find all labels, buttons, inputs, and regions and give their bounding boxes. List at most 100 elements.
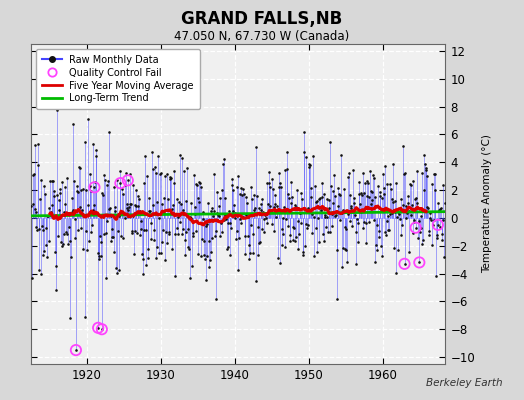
Point (140, 226, 149, 233)
Point (31, 224, 40, 230)
Point (235, 235, 243, 241)
Point (311, 183, 319, 189)
Point (414, 235, 422, 241)
Point (64, 241, 72, 248)
Point (296, 210, 304, 216)
Point (158, 238, 166, 245)
Point (145, 195, 154, 201)
Point (114, 213, 123, 219)
Point (127, 201, 135, 207)
Point (135, 196, 143, 202)
Point (188, 262, 196, 269)
Point (389, 199, 397, 205)
Point (408, 230, 417, 237)
Point (125, 171, 134, 177)
Point (342, 226, 351, 232)
Point (403, 199, 412, 206)
Point (292, 204, 300, 210)
Point (199, 216, 208, 222)
Point (362, 240, 370, 246)
Point (141, 152, 149, 159)
Point (419, 237, 427, 243)
Point (160, 210, 168, 216)
Point (378, 195, 387, 201)
Point (78, 206, 86, 213)
Point (162, 228, 170, 235)
Point (383, 218, 391, 224)
Point (73, 189, 82, 196)
Point (304, 164, 313, 170)
Point (338, 210, 346, 216)
Point (204, 238, 213, 244)
Point (353, 216, 361, 222)
Point (223, 212, 232, 218)
Point (318, 179, 326, 186)
Point (44, 213, 52, 220)
Point (96, 233, 104, 239)
Point (90, 184, 99, 190)
Point (315, 195, 324, 202)
Point (348, 223, 356, 230)
Point (172, 196, 181, 202)
Point (102, 230, 111, 236)
Point (28, 275, 36, 282)
Point (107, 213, 115, 220)
Point (309, 152, 318, 159)
Text: 47.050 N, 67.730 W (Canada): 47.050 N, 67.730 W (Canada) (174, 30, 350, 43)
Point (137, 218, 145, 224)
Point (205, 264, 213, 270)
Point (278, 242, 287, 248)
Point (321, 212, 330, 218)
Point (90, 184, 99, 190)
Point (53, 192, 62, 199)
Point (80, 212, 88, 218)
Point (41, 224, 50, 231)
Point (414, 218, 423, 224)
Point (300, 128, 308, 135)
Point (178, 155, 187, 161)
Point (183, 165, 191, 172)
Point (114, 228, 122, 234)
Point (409, 178, 417, 184)
Point (379, 185, 388, 192)
Point (162, 170, 171, 177)
Point (354, 220, 363, 226)
Point (369, 174, 378, 181)
Point (366, 168, 374, 174)
Point (259, 209, 267, 216)
Point (123, 201, 132, 207)
Point (97, 326, 106, 332)
Point (129, 182, 137, 188)
Point (147, 220, 156, 226)
Point (59, 208, 68, 215)
Point (61, 184, 70, 190)
Point (250, 206, 259, 213)
Point (210, 208, 219, 215)
Point (352, 229, 360, 235)
Point (313, 248, 322, 255)
Point (166, 176, 174, 183)
Point (263, 219, 271, 226)
Point (88, 222, 96, 228)
Point (37, 176, 46, 183)
Point (41, 191, 49, 198)
Point (211, 233, 219, 239)
Point (169, 179, 178, 186)
Point (97, 326, 106, 332)
Point (47, 209, 56, 215)
Point (269, 186, 277, 192)
Text: Berkeley Earth: Berkeley Earth (427, 378, 503, 388)
Point (318, 193, 326, 200)
Point (287, 200, 296, 206)
Point (407, 212, 415, 218)
Point (376, 193, 384, 199)
Point (182, 228, 191, 235)
Point (170, 168, 178, 174)
Point (100, 172, 108, 178)
Point (132, 186, 140, 193)
Point (372, 194, 380, 200)
Point (86, 170, 94, 177)
Point (127, 230, 136, 236)
Point (368, 189, 377, 195)
Point (225, 208, 233, 214)
